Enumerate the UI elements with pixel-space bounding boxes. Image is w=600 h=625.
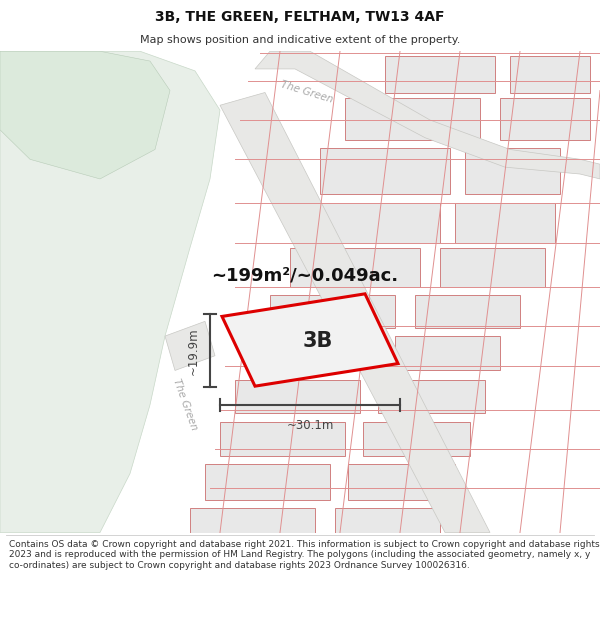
Text: ~30.1m: ~30.1m (286, 419, 334, 432)
Polygon shape (305, 204, 440, 242)
Polygon shape (465, 148, 560, 194)
Text: Map shows position and indicative extent of the property.: Map shows position and indicative extent… (140, 35, 460, 45)
Text: 3B, THE GREEN, FELTHAM, TW13 4AF: 3B, THE GREEN, FELTHAM, TW13 4AF (155, 10, 445, 24)
Text: The Green: The Green (171, 378, 199, 432)
Polygon shape (385, 56, 495, 92)
Polygon shape (222, 294, 398, 386)
Polygon shape (205, 464, 330, 500)
Text: The Green: The Green (280, 80, 334, 105)
Polygon shape (220, 92, 490, 532)
Polygon shape (255, 51, 600, 179)
Text: ~19.9m: ~19.9m (187, 327, 200, 374)
Polygon shape (250, 336, 375, 371)
Text: ~199m²/~0.049ac.: ~199m²/~0.049ac. (211, 266, 398, 284)
Polygon shape (363, 421, 470, 456)
Polygon shape (190, 508, 315, 532)
Polygon shape (378, 380, 485, 412)
Polygon shape (415, 295, 520, 328)
Polygon shape (220, 421, 345, 456)
Polygon shape (500, 98, 590, 139)
Polygon shape (455, 204, 555, 242)
Polygon shape (335, 508, 440, 532)
Polygon shape (165, 321, 215, 371)
Polygon shape (0, 51, 170, 179)
Polygon shape (290, 248, 420, 287)
Polygon shape (320, 148, 450, 194)
Polygon shape (510, 56, 590, 92)
Polygon shape (348, 464, 455, 500)
Polygon shape (270, 295, 395, 328)
Text: 3B: 3B (303, 331, 333, 351)
Polygon shape (395, 336, 500, 371)
Polygon shape (345, 98, 480, 139)
Text: Contains OS data © Crown copyright and database right 2021. This information is : Contains OS data © Crown copyright and d… (9, 540, 599, 570)
Polygon shape (235, 380, 360, 412)
Polygon shape (440, 248, 545, 287)
Polygon shape (0, 51, 220, 532)
